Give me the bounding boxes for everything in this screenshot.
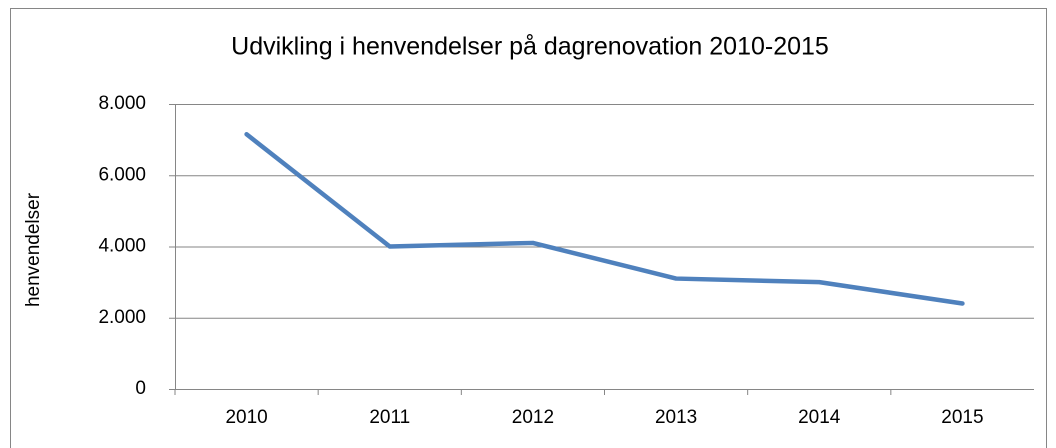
y-tick-label: 4.000 — [98, 236, 146, 257]
y-axis-label: henvendelser — [23, 192, 44, 307]
x-tick-label: 2011 — [369, 407, 410, 428]
y-tick-label: 6.000 — [98, 164, 146, 185]
x-tick-label: 2015 — [941, 407, 983, 428]
chart-border — [10, 8, 1047, 448]
y-tick-label: 0 — [135, 378, 146, 399]
y-tick-label: 8.000 — [98, 93, 146, 114]
x-tick-label: 2012 — [512, 407, 554, 428]
y-tick-label: 2.000 — [98, 307, 146, 328]
x-tick-label: 2014 — [798, 407, 841, 428]
x-tick-label: 2010 — [225, 407, 267, 428]
line-series — [244, 132, 965, 306]
chart-title: Udvikling i henvendelser på dagrenovatio… — [231, 33, 829, 61]
x-tick-label: 2013 — [655, 407, 697, 428]
